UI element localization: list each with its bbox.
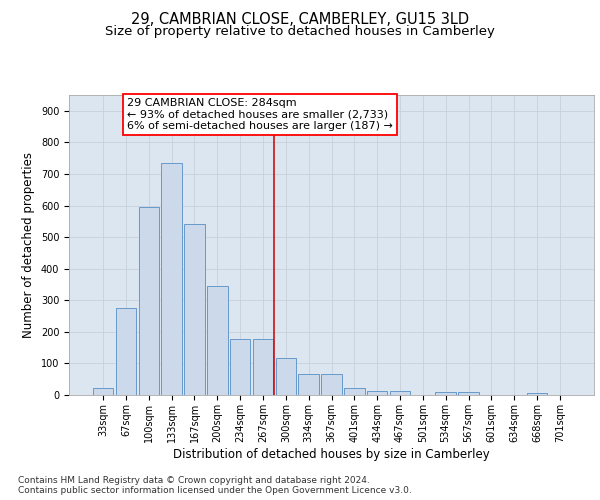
Y-axis label: Number of detached properties: Number of detached properties [22, 152, 35, 338]
X-axis label: Distribution of detached houses by size in Camberley: Distribution of detached houses by size … [173, 448, 490, 460]
Bar [207, 286, 227, 395]
Text: Contains HM Land Registry data © Crown copyright and database right 2024.
Contai: Contains HM Land Registry data © Crown c… [18, 476, 412, 495]
Bar [93, 388, 113, 395]
Bar [367, 391, 388, 395]
Bar [161, 163, 182, 395]
Bar [390, 391, 410, 395]
Text: Size of property relative to detached houses in Camberley: Size of property relative to detached ho… [105, 25, 495, 38]
Text: 29 CAMBRIAN CLOSE: 284sqm
← 93% of detached houses are smaller (2,733)
6% of sem: 29 CAMBRIAN CLOSE: 284sqm ← 93% of detac… [127, 98, 393, 132]
Bar [436, 392, 456, 395]
Bar [298, 374, 319, 395]
Text: 29, CAMBRIAN CLOSE, CAMBERLEY, GU15 3LD: 29, CAMBRIAN CLOSE, CAMBERLEY, GU15 3LD [131, 12, 469, 28]
Bar [275, 358, 296, 395]
Bar [344, 388, 365, 395]
Bar [116, 308, 136, 395]
Bar [230, 339, 250, 395]
Bar [184, 224, 205, 395]
Bar [139, 207, 159, 395]
Bar [527, 394, 547, 395]
Bar [321, 374, 342, 395]
Bar [458, 392, 479, 395]
Bar [253, 339, 273, 395]
